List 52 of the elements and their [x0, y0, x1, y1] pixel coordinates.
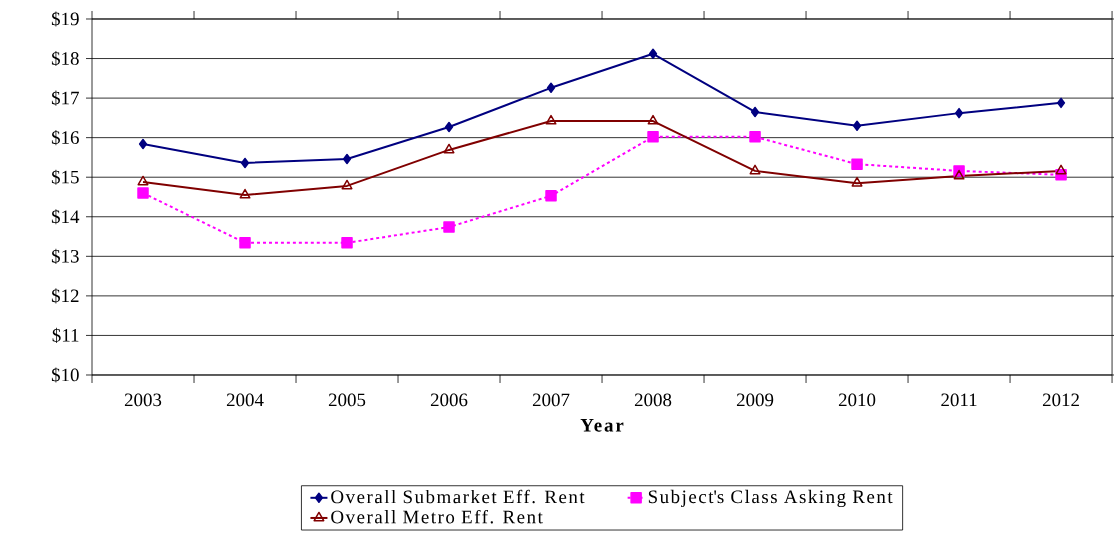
y-tick-label: $17	[51, 90, 79, 106]
point	[851, 176, 863, 187]
point	[953, 169, 965, 180]
legend-label: Overall Metro Eff. Rent	[331, 509, 543, 524]
point	[1056, 97, 1066, 109]
x-axis-title: Year	[580, 419, 624, 432]
point	[443, 221, 455, 233]
y-tick-label: $10	[51, 367, 79, 383]
x-tick-label: 2008	[634, 393, 672, 407]
point	[443, 143, 455, 154]
point	[1055, 164, 1067, 175]
x-tick-label: 2007	[532, 393, 570, 407]
point	[137, 187, 149, 199]
point	[545, 114, 557, 125]
y-tick-label: $15	[51, 169, 79, 185]
point	[546, 82, 556, 94]
x-tick-label: 2009	[736, 393, 774, 407]
legend-label: Overall Submarket Eff. Rent	[331, 489, 585, 504]
point	[647, 114, 659, 125]
y-tick-label: $12	[51, 288, 79, 304]
point	[851, 158, 863, 170]
point	[342, 153, 352, 165]
point	[239, 237, 251, 249]
x-tick-label: 2011	[941, 393, 977, 407]
x-tick-label: 2006	[430, 393, 468, 407]
point	[749, 164, 761, 175]
y-tick-label: $11	[52, 327, 79, 343]
point	[239, 188, 251, 199]
point	[647, 131, 659, 143]
x-tick-label: 2005	[328, 393, 366, 407]
point	[749, 131, 761, 143]
legend-label: Subject's Class Asking Rent	[648, 489, 893, 508]
point	[545, 190, 557, 202]
point	[341, 179, 353, 190]
y-tick-label: $19	[51, 11, 79, 27]
x-tick-label: 2010	[838, 393, 876, 407]
point	[341, 237, 353, 249]
y-tick-label: $18	[51, 50, 79, 67]
point	[444, 121, 454, 133]
point	[138, 138, 148, 150]
x-tick-label: 2004	[226, 393, 264, 407]
point	[750, 106, 760, 118]
x-tick-label: 2003	[124, 393, 162, 407]
point	[240, 157, 250, 169]
x-tick-label: 2012	[1042, 393, 1079, 407]
y-tick-label: $13	[51, 248, 79, 264]
point	[954, 107, 964, 119]
y-tick-label: $14	[51, 209, 80, 225]
point	[137, 175, 149, 186]
point	[852, 120, 862, 132]
point	[648, 48, 658, 60]
y-tick-label: $16	[51, 130, 79, 146]
